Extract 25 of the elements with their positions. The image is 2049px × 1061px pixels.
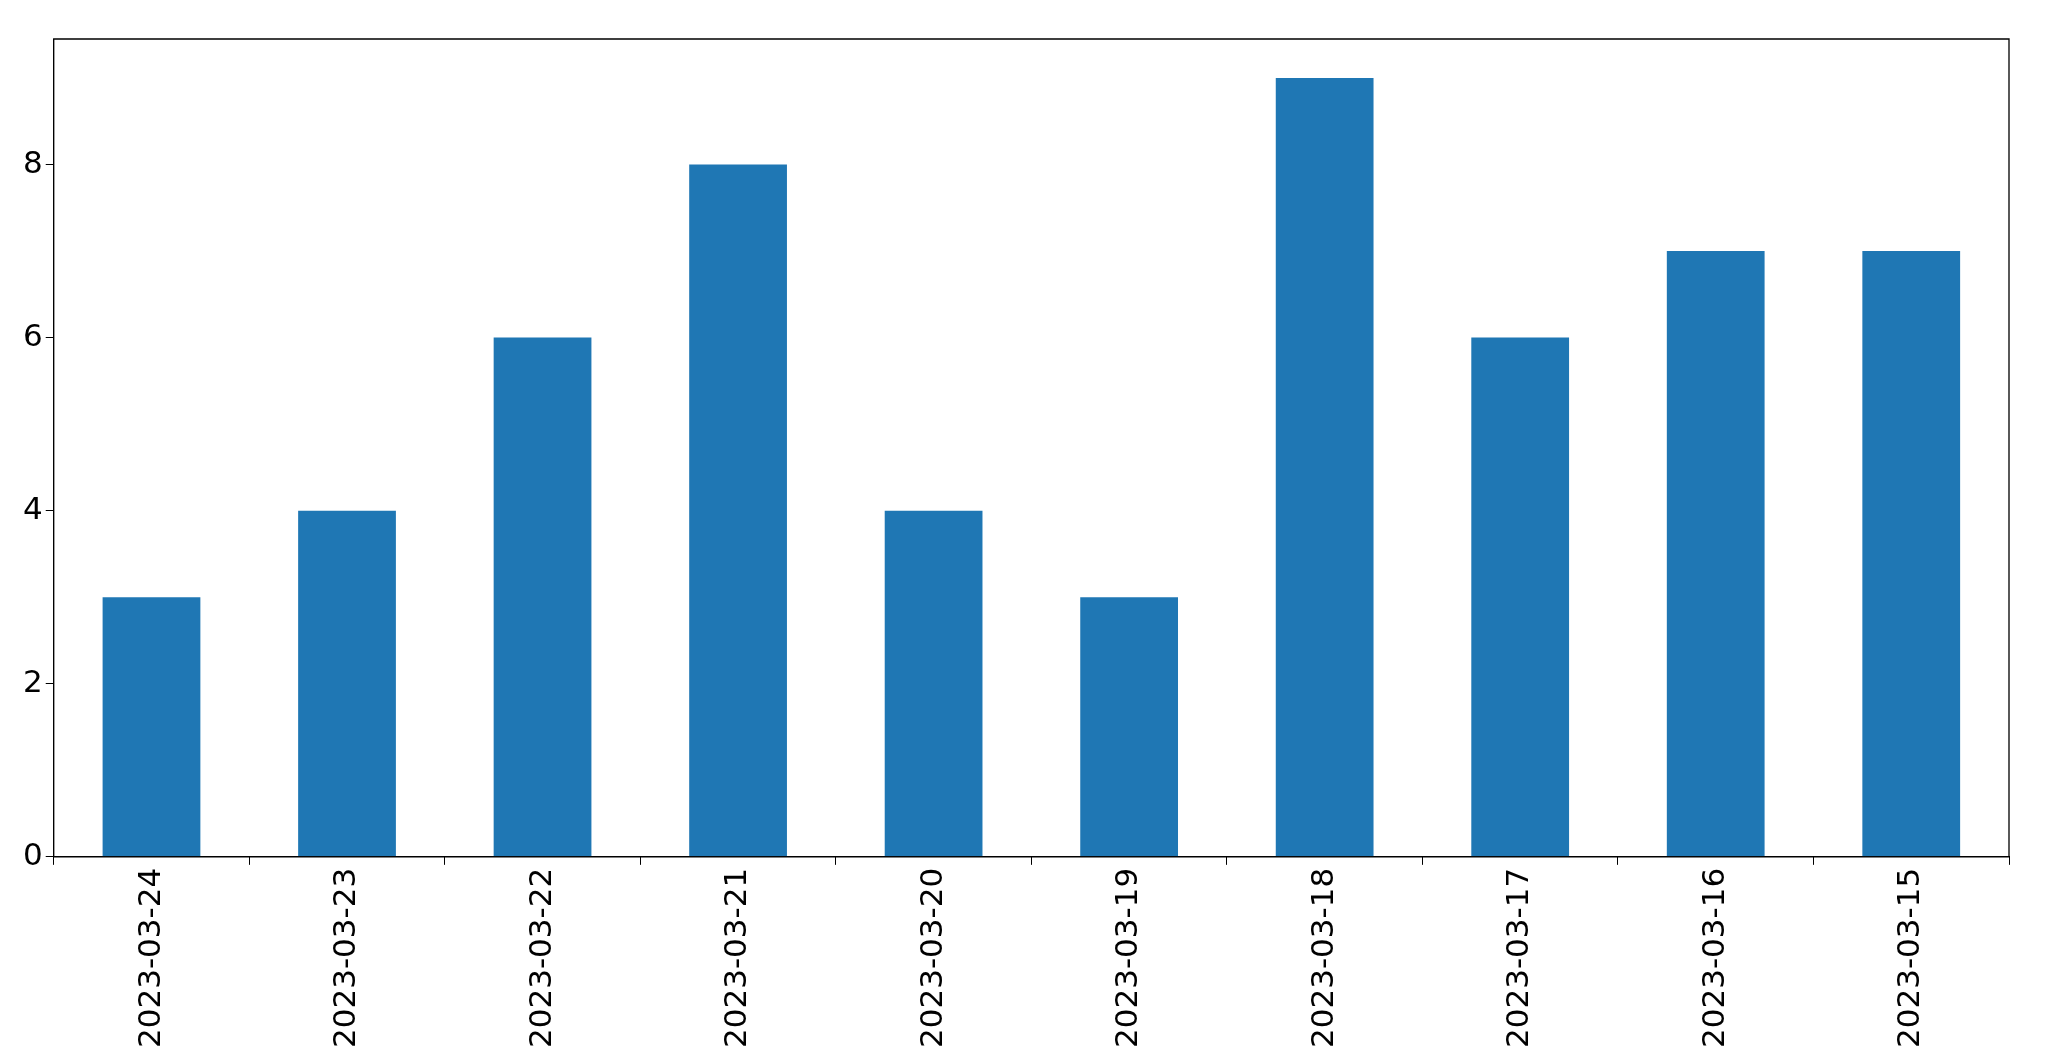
- y-tick-label: 4: [22, 489, 43, 526]
- x-tick-label: 2023-03-19: [1108, 867, 1145, 1049]
- y-tick-label: 6: [22, 316, 43, 353]
- x-tick-label: 2023-03-18: [1303, 867, 1340, 1049]
- y-tick-label: 8: [22, 143, 43, 180]
- bar: [493, 337, 592, 857]
- bar: [298, 510, 396, 857]
- bar: [1275, 77, 1374, 857]
- x-tick-label: 2023-03-20: [912, 867, 949, 1049]
- x-tick-label: 2023-03-24: [130, 867, 167, 1049]
- bar: [1471, 337, 1570, 857]
- x-tick-label: 2023-03-21: [717, 867, 754, 1049]
- bar: [1862, 251, 1961, 857]
- x-tick-label: 2023-03-15: [1890, 867, 1927, 1049]
- bar: [884, 510, 983, 857]
- bar: [689, 164, 787, 857]
- bar: [1080, 597, 1179, 857]
- y-tick-label: 0: [22, 835, 43, 872]
- x-tick-label: 2023-03-23: [326, 867, 363, 1049]
- bar: [102, 597, 201, 857]
- y-tick-label: 2: [22, 662, 43, 699]
- x-tick-label: 2023-03-17: [1499, 867, 1536, 1049]
- x-tick-label: 2023-03-22: [521, 867, 558, 1049]
- x-tick-label: 2023-03-16: [1694, 867, 1731, 1049]
- bar: [1666, 251, 1765, 857]
